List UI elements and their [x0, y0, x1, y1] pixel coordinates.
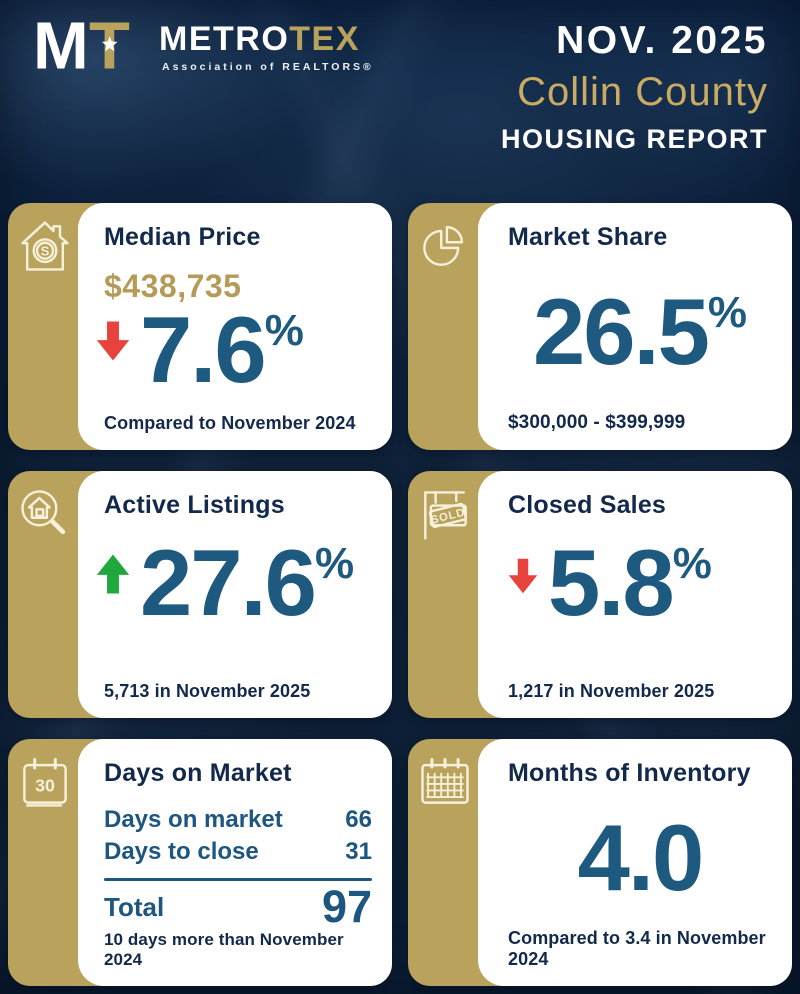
- sold-sign-icon: SOLD: [424, 491, 468, 540]
- closed-sales-card: SOLD Closed Sales 5.8% 1,217 in November…: [408, 471, 792, 718]
- percent-sign: %: [264, 305, 304, 355]
- calendar-30-icon: 30: [23, 758, 67, 807]
- row-value: 31: [345, 838, 372, 866]
- brand-name: METROTEX: [159, 22, 374, 56]
- card-title: Days on Market: [104, 759, 292, 787]
- report-county: Collin County: [517, 69, 768, 114]
- house-dollar-icon: S: [21, 221, 69, 271]
- table-row: Days to close 31: [104, 836, 372, 868]
- count-caption: 1,217 in November 2025: [508, 681, 715, 701]
- comparison-caption: Compared to November 2024: [104, 413, 356, 433]
- up-arrow-icon: [96, 554, 130, 594]
- comparison-caption: Compared to 3.4 in November 2024: [508, 928, 766, 969]
- percent-change: 27.6%: [140, 529, 355, 635]
- pie-chart-icon: [423, 226, 464, 266]
- report-date: NOV. 2025: [556, 19, 768, 62]
- comparison-caption: 10 days more than November 2024: [104, 930, 344, 969]
- price-range-caption: $300,000 - $399,999: [508, 412, 686, 433]
- report-type: HOUSING REPORT: [500, 123, 768, 154]
- percent-change-value: 27.6: [140, 529, 317, 635]
- card-title: Closed Sales: [508, 491, 667, 519]
- percent-change: 5.8%: [548, 529, 712, 635]
- card-title: Months of Inventory: [508, 759, 751, 787]
- gold-strip: [8, 471, 78, 718]
- median-price-card: S Median Price $438,735 7.6% Compared to…: [8, 203, 392, 450]
- logo-letter-m: M: [33, 10, 89, 80]
- table-row: Days on market 66: [104, 804, 372, 836]
- percent-change-value: 5.8: [548, 529, 675, 635]
- months-of-inventory-card: Months of Inventory 4.0 Compared to 3.4 …: [408, 739, 792, 986]
- total-label: Total: [104, 891, 165, 922]
- total-value: 97: [321, 880, 372, 932]
- inventory-number: 4.0: [577, 804, 705, 910]
- gold-strip: [408, 739, 478, 986]
- down-arrow-icon: [508, 558, 538, 593]
- active-listings-card: Active Listings 27.6% 5,713 in November …: [8, 471, 392, 718]
- calendar-day-label: 30: [35, 775, 55, 795]
- metrotex-logo: M T METROTEX Association of REALTORS®: [33, 10, 374, 80]
- days-on-market-card: 30 Days on Market Days on market 66 Days…: [8, 739, 392, 986]
- card-title: Active Listings: [104, 491, 285, 519]
- brand-tex: TEX: [289, 20, 360, 58]
- percent-sign: %: [314, 538, 355, 588]
- percent-sign: %: [672, 538, 712, 588]
- card-title: Median Price: [104, 223, 261, 251]
- house-search-icon: [21, 490, 66, 535]
- calendar-grid-icon: [421, 758, 469, 804]
- total-row: Total 97: [104, 884, 372, 929]
- dollar-letter: S: [41, 243, 50, 258]
- metrotex-mt-logo-icon: M T: [33, 10, 130, 80]
- market-share-number: 26.5: [532, 278, 710, 384]
- percent-sign: %: [707, 287, 748, 337]
- gold-strip: 30: [8, 739, 78, 986]
- down-arrow-icon: [96, 321, 130, 361]
- inventory-value: 4.0: [577, 804, 705, 910]
- card-title: Market Share: [508, 223, 668, 251]
- market-share-card: Market Share 26.5% $300,000 - $399,999: [408, 203, 792, 450]
- report-title-block: NOV. 2025 Collin County HOUSING REPORT: [500, 19, 768, 155]
- stats-grid: S Median Price $438,735 7.6% Compared to…: [0, 203, 800, 986]
- row-label: Days to close: [104, 838, 259, 866]
- gold-strip: S: [8, 203, 78, 450]
- count-caption: 5,713 in November 2025: [104, 681, 311, 701]
- report-header: M T METROTEX Association of REALTORS® NO…: [0, 0, 800, 203]
- percent-change-value: 7.6: [140, 296, 267, 402]
- gold-strip: SOLD: [408, 471, 478, 718]
- days-breakdown-table: Days on market 66 Days to close 31 Total…: [104, 804, 372, 929]
- gold-strip: [408, 203, 478, 450]
- market-share-value: 26.5%: [532, 278, 748, 384]
- brand-tagline: Association of REALTORS®: [162, 61, 374, 73]
- percent-change: 7.6%: [140, 296, 304, 402]
- row-value: 66: [345, 805, 372, 833]
- brand-metro: METRO: [159, 20, 290, 58]
- row-label: Days on market: [104, 805, 283, 833]
